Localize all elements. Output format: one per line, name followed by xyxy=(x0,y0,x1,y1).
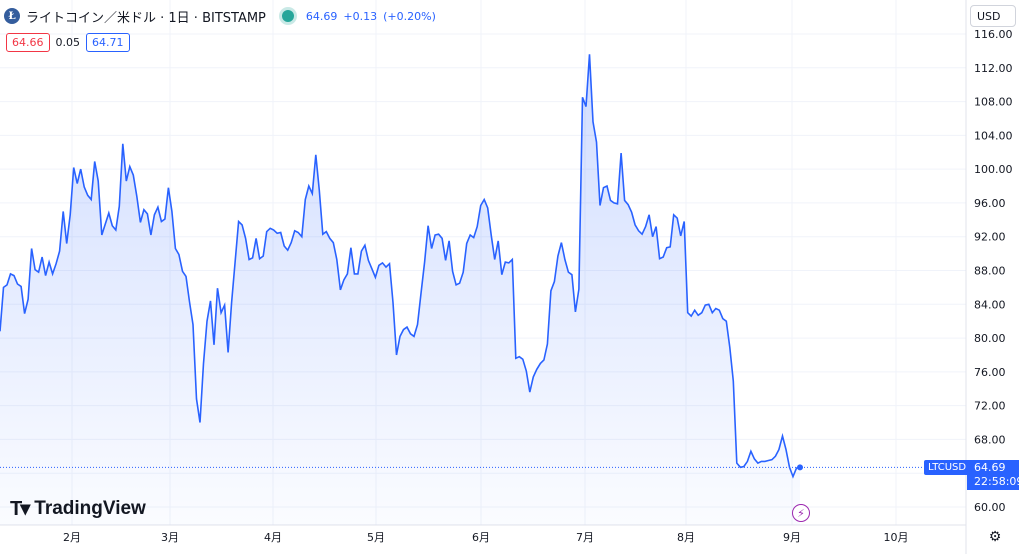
price-tick-label: 84.00 xyxy=(974,298,1006,311)
price-tick-label: 92.00 xyxy=(974,231,1006,244)
market-status-icon[interactable] xyxy=(281,10,294,22)
price-tick-label: 60.00 xyxy=(974,501,1006,514)
bar-countdown: 22:58:09 xyxy=(974,475,1024,489)
time-tick-label: 2月 xyxy=(63,531,81,544)
last-price-label: 64.69 xyxy=(974,461,1006,475)
time-tick-label: 6月 xyxy=(472,531,490,544)
brand-name: TradingView xyxy=(34,497,146,519)
time-axis[interactable]: 2月 3月 4月 5月 6月 7月 8月 9月 10月 xyxy=(63,531,909,544)
bid-price[interactable]: 64.66 xyxy=(6,33,50,52)
time-tick-label: 10月 xyxy=(884,531,909,544)
price-axis[interactable]: 60.0064.0068.0072.0076.0080.0084.0088.00… xyxy=(974,28,1013,514)
change-percent: (+0.20%) xyxy=(383,9,436,23)
price-tick-label: 100.00 xyxy=(974,163,1013,176)
symbol-title[interactable]: ライトコイン／米ドル · 1日 · BITSTAMP xyxy=(26,10,266,26)
bid-ask-quotes: 64.66 0.05 64.71 xyxy=(6,33,130,52)
tradingview-logo[interactable]: T▾ TradingView xyxy=(10,496,146,521)
tradingview-mark-icon: T▾ xyxy=(10,498,30,520)
time-tick-label: 9月 xyxy=(783,531,801,544)
time-tick-label: 4月 xyxy=(264,531,282,544)
time-tick-label: 7月 xyxy=(576,531,594,544)
price-tick-label: 76.00 xyxy=(974,366,1006,379)
symbol-header[interactable]: Ł ライトコイン／米ドル · 1日 · BITSTAMP 64.69 +0.13 (… xyxy=(4,6,442,26)
price-change: 64.69 +0.13 (+0.20%) xyxy=(306,10,442,23)
time-tick-label: 3月 xyxy=(161,531,179,544)
litecoin-icon: Ł xyxy=(4,8,20,24)
price-tick-label: 112.00 xyxy=(974,62,1013,75)
price-tick-label: 88.00 xyxy=(974,265,1006,278)
price-tick-label: 116.00 xyxy=(974,28,1013,41)
price-tick-label: 96.00 xyxy=(974,197,1006,210)
price-tick-label: 104.00 xyxy=(974,129,1013,142)
price-tick-label: 68.00 xyxy=(974,433,1006,446)
settings-gear-icon[interactable]: ⚙ xyxy=(988,529,1002,545)
price-tick-label: 72.00 xyxy=(974,400,1006,413)
change-value: +0.13 xyxy=(343,9,378,23)
price-area xyxy=(0,54,800,526)
price-tick-label: 108.00 xyxy=(974,96,1013,109)
last-price-dot xyxy=(797,464,803,471)
spread-value: 0.05 xyxy=(55,36,81,49)
event-lightning-icon[interactable]: ⚡ xyxy=(792,504,810,522)
last-price-tag: 64.69 22:58:09 xyxy=(967,460,1024,491)
time-tick-label: 8月 xyxy=(677,531,695,544)
last-price: 64.69 xyxy=(305,9,338,23)
price-tick-label: 80.00 xyxy=(974,332,1006,345)
ask-price[interactable]: 64.71 xyxy=(86,33,130,52)
time-tick-label: 5月 xyxy=(367,531,385,544)
symbol-price-tag: LTCUSD xyxy=(924,460,971,476)
currency-selector[interactable]: USD xyxy=(970,5,1016,27)
price-line xyxy=(0,54,801,479)
